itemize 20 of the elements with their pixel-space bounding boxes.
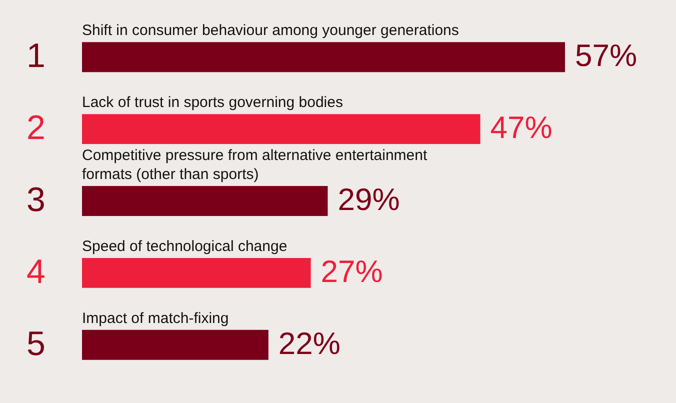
bar (82, 330, 268, 360)
text: 4 (26, 252, 46, 291)
bar (82, 258, 311, 288)
data-label: 47% (490, 110, 552, 146)
y-tick-label: Shift in consumer behaviour among younger generations (82, 22, 459, 40)
category-label: Competitive pressure from alternative entertainment formats (other than sports) (82, 147, 428, 183)
text: 5 (26, 324, 46, 363)
data-label: 22% (278, 326, 340, 361)
text: 3 (26, 181, 46, 219)
data-label: 27% (320, 254, 383, 289)
text: 1 (26, 37, 46, 76)
bar (82, 42, 565, 72)
bar (82, 186, 328, 216)
y-tick-label: Speed of technological change (82, 238, 288, 255)
bar (82, 114, 480, 144)
y-tick-label: Impact of match-fixing (82, 310, 229, 327)
data-label: 29% (338, 182, 400, 217)
data-label: 57% (575, 38, 638, 74)
y-tick-label: Lack of trust in sports governing bodies (82, 94, 343, 112)
text: 2 (26, 109, 46, 148)
